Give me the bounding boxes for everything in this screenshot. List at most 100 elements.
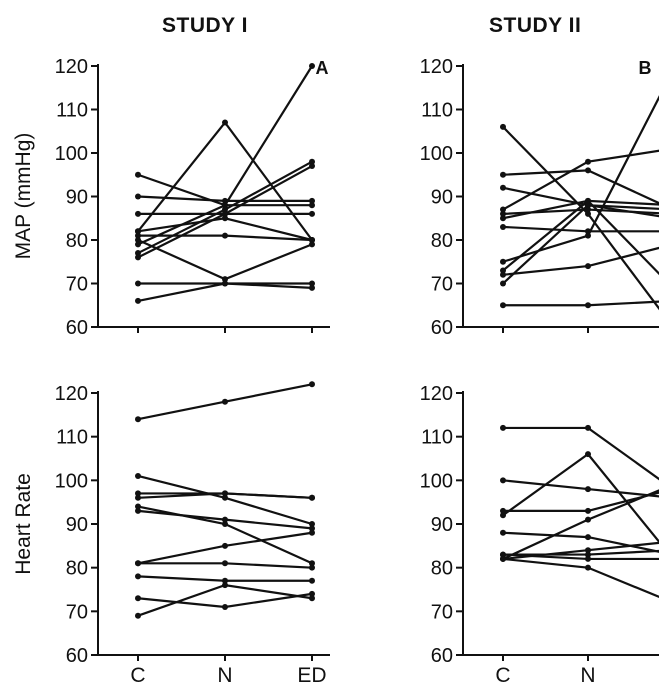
series-line [502,199,659,276]
data-point [500,123,506,130]
study-2-title: STUDY II [489,14,582,37]
panel-label: B [639,58,652,78]
data-point [222,490,228,497]
data-point [585,167,591,174]
data-point [309,280,315,287]
y-tick-label: 80 [66,558,88,580]
data-point [135,612,141,619]
data-point [500,267,506,274]
data-point [222,542,228,549]
y-axis-title: Heart Rate [12,473,35,575]
data-point [500,258,506,265]
data-point [500,512,506,519]
panel-label: A [316,58,329,78]
data-point [500,507,506,514]
data-point [135,573,141,580]
data-point [135,237,141,243]
data-point [585,555,591,562]
data-point [500,555,506,562]
data-point [222,494,228,501]
data-point [135,228,141,235]
y-tick-label: 70 [66,601,88,623]
study-1-title: STUDY I [162,14,248,37]
data-point [135,503,141,510]
data-point [500,184,506,191]
data-point [135,507,141,514]
data-point [222,202,228,209]
data-point [500,215,506,222]
data-point [309,560,315,567]
y-tick-label: 90 [431,187,453,209]
data-point [309,577,315,584]
data-point [309,521,315,527]
data-point [222,603,228,610]
data-point [585,210,591,217]
data-point [309,237,315,243]
data-point [585,263,591,270]
data-point [135,595,141,602]
y-tick-label: 110 [421,100,453,122]
data-point [309,197,315,204]
data-point [135,494,141,501]
data-point [585,158,591,165]
series-line [502,452,659,544]
y-tick-label: 70 [431,601,453,623]
series-line [502,225,659,233]
panel-3: 60 70 80 90 100 110 120 C N ED Heart Rate [12,381,330,683]
data-point [222,280,228,287]
series-line [137,238,313,281]
y-tick-label: 80 [431,558,453,580]
y-tick-label: 90 [66,514,88,536]
data-point [222,560,228,567]
data-point [135,171,141,178]
y-tick-label: 120 [55,383,88,405]
data-point [500,424,506,431]
data-point [309,241,315,248]
x-tick-label: C [130,664,145,683]
y-tick-label: 70 [66,274,88,296]
data-point [585,486,591,493]
data-point [135,232,141,239]
data-point [585,534,591,541]
data-point [309,529,315,536]
data-point [309,494,315,501]
y-tick-label: 60 [431,645,453,667]
series-line [502,126,659,311]
data-point [309,590,315,597]
y-axis-title: MAP (mmHg) [12,133,35,260]
data-point [309,202,315,209]
y-tick-label: 110 [56,100,88,122]
data-point [135,560,141,567]
series-line [503,300,659,307]
data-point [135,297,141,304]
x-tick-label: N [217,664,232,683]
data-point [222,398,228,405]
y-tick-label: 100 [55,470,88,492]
data-point [222,577,228,584]
data-point [585,451,591,458]
data-point [309,210,315,217]
data-point [135,280,141,287]
data-point [222,276,228,283]
y-tick-label: 90 [431,514,453,536]
data-point [222,582,228,589]
x-tick-label: C [495,664,510,683]
data-point [135,416,141,423]
y-tick-label: 100 [55,143,88,165]
series-line [502,541,659,561]
data-point [135,250,141,257]
data-point [585,547,591,554]
y-tick-label: 80 [431,230,453,252]
data-point [585,197,591,204]
data-point [135,490,141,497]
data-point [585,564,591,571]
data-point [585,424,591,431]
data-point [222,516,228,523]
y-tick-label: 120 [420,56,453,78]
panel-2: 60 70 80 90 100 110 120 B [420,56,659,339]
data-point [585,507,591,514]
x-tick-label: N [580,664,595,683]
data-point [585,516,591,523]
